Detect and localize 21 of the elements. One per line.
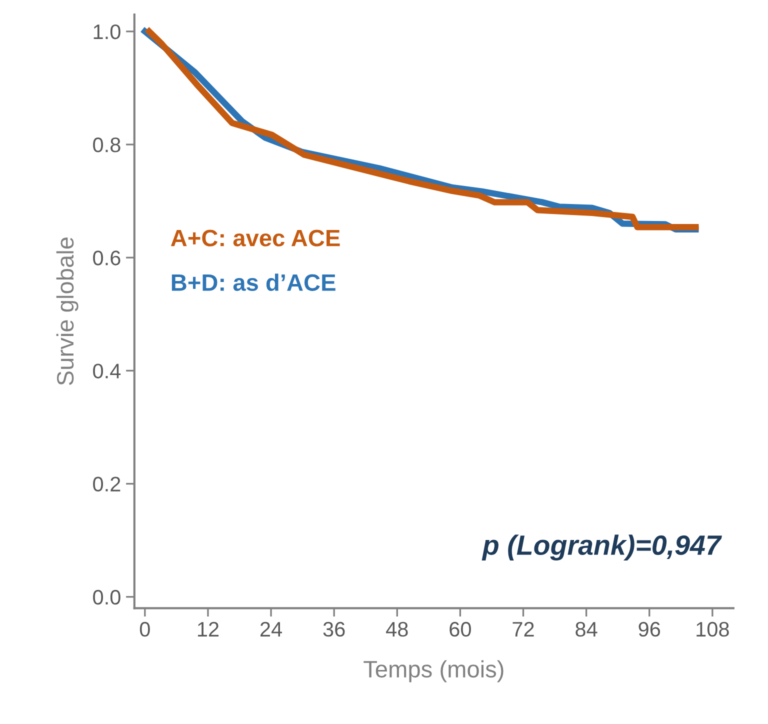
- x-tick-label: 12: [198, 622, 219, 636]
- x-axis-title: Temps (mois): [364, 660, 504, 682]
- y-tick-label: 0.2: [93, 476, 120, 492]
- y-tick-label: 0.0: [93, 590, 120, 605]
- y-tick-label: 0.6: [93, 250, 120, 266]
- x-tick-label: 48: [386, 622, 408, 637]
- text: A+C: avec ACE: [170, 230, 340, 246]
- x-tick-label: 60: [450, 622, 471, 637]
- x-tick-label: 0: [140, 622, 150, 637]
- y-axis-title: Survie globale: [56, 238, 78, 386]
- text: B+D: as d’ACE: [172, 274, 336, 291]
- x-tick-label: 24: [260, 622, 282, 636]
- y-tick-label: 1.0: [94, 24, 120, 40]
- x-tick-label: 108: [696, 622, 729, 637]
- y-tick-label: 0.8: [93, 138, 120, 152]
- annotation: p (Logrank)=0,947: [482, 534, 722, 560]
- y-tick-label: 0.4: [93, 364, 121, 378]
- x-tick-label: 84: [576, 622, 598, 637]
- x-tick-label: 36: [323, 622, 345, 637]
- x-tick-label: 72: [512, 622, 534, 636]
- x-tick-label: 96: [638, 622, 660, 637]
